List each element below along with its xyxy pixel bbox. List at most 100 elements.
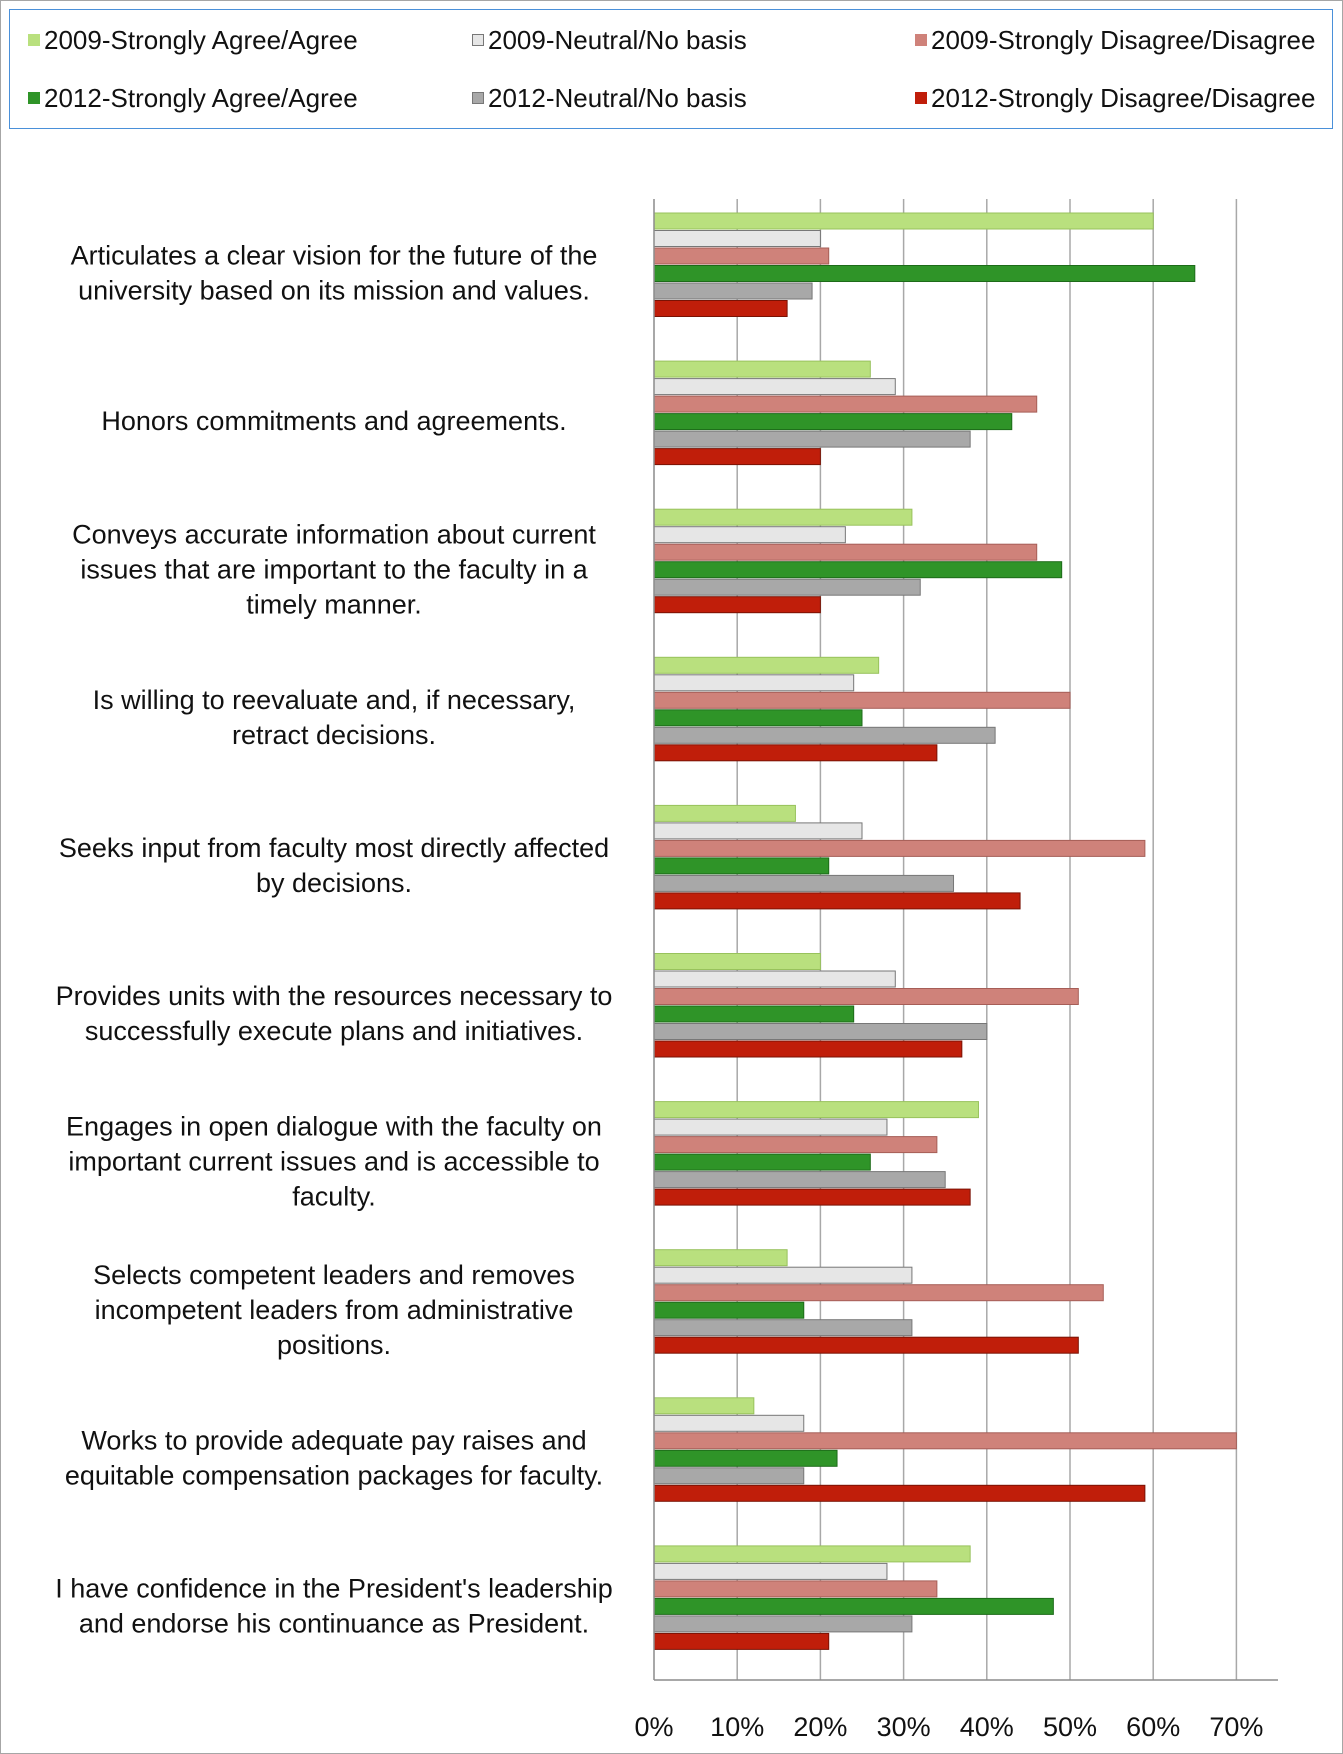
bar-2009-strongly-agree-agree-cat5 bbox=[653, 804, 796, 822]
bar-2009-strongly-disagree-disagree-cat6 bbox=[653, 988, 1079, 1005]
x-tick-label: 30% bbox=[877, 1712, 931, 1742]
bar-2009-neutral-no-basis-cat4 bbox=[653, 674, 855, 692]
plot-area bbox=[653, 199, 1238, 1680]
category-label-line: incompetent leaders from administrative bbox=[95, 1295, 574, 1325]
category-label: Conveys accurate information about curre… bbox=[72, 519, 596, 619]
bar-2009-strongly-disagree-disagree-cat8 bbox=[653, 1284, 1104, 1302]
legend-item-2009-strongly-disagree-disagree: 2009-Strongly Disagree/Disagree bbox=[915, 25, 1315, 55]
category-label-line: and endorse his continuance as President… bbox=[79, 1608, 589, 1638]
category-label: Honors commitments and agreements. bbox=[101, 406, 566, 436]
bar-2012-strongly-agree-agree-cat7 bbox=[653, 1153, 871, 1171]
category-label-line: by decisions. bbox=[256, 868, 412, 898]
category-label-line: faculty. bbox=[292, 1182, 376, 1212]
bar-2012-neutral-no-basis-cat7 bbox=[653, 1171, 946, 1189]
bar-2012-neutral-no-basis-cat10 bbox=[653, 1615, 913, 1633]
bar-2012-strongly-disagree-disagree-cat4 bbox=[653, 744, 938, 762]
bar-2012-strongly-agree-agree-cat4 bbox=[653, 709, 863, 727]
bar-2009-strongly-agree-agree-cat6 bbox=[653, 953, 821, 970]
legend-label: 2012-Strongly Disagree/Disagree bbox=[931, 82, 1316, 113]
category-label-line: Honors commitments and agreements. bbox=[101, 406, 566, 436]
bar-2012-strongly-disagree-disagree-cat3 bbox=[653, 596, 821, 614]
bar-2012-strongly-disagree-disagree-cat8 bbox=[653, 1336, 1079, 1354]
legend-label: 2012-Strongly Agree/Agree bbox=[44, 82, 358, 113]
bar-2009-neutral-no-basis-cat5 bbox=[653, 822, 863, 840]
legend-label: 2009-Strongly Agree/Agree bbox=[44, 24, 358, 55]
bars bbox=[653, 212, 1237, 1650]
bar-2009-strongly-disagree-disagree-cat3 bbox=[653, 543, 1038, 561]
legend-item-2009-neutral-no-basis: 2009-Neutral/No basis bbox=[472, 25, 747, 55]
bar-2009-neutral-no-basis-cat1 bbox=[653, 230, 821, 247]
bar-2012-strongly-agree-agree-cat1 bbox=[653, 265, 1196, 282]
bar-2012-neutral-no-basis-cat2 bbox=[653, 430, 971, 448]
x-tick-label: 50% bbox=[1043, 1712, 1097, 1742]
legend: 2009-Strongly Agree/Agree 2009-Neutral/No… bbox=[9, 9, 1333, 129]
category-label: Is willing to reevaluate and, if necessa… bbox=[93, 685, 576, 750]
x-tick-label: 60% bbox=[1126, 1712, 1180, 1742]
legend-swatch bbox=[472, 34, 484, 46]
bar-2009-strongly-disagree-disagree-cat2 bbox=[653, 395, 1038, 413]
bar-2012-strongly-disagree-disagree-cat1 bbox=[653, 300, 788, 317]
category-label-line: university based on its mission and valu… bbox=[78, 276, 590, 306]
bar-2012-neutral-no-basis-cat4 bbox=[653, 726, 996, 744]
bar-2009-strongly-disagree-disagree-cat10 bbox=[653, 1580, 938, 1598]
bar-2012-strongly-agree-agree-cat2 bbox=[653, 413, 1013, 431]
bar-2009-strongly-agree-agree-cat3 bbox=[653, 508, 913, 526]
bar-2012-neutral-no-basis-cat9 bbox=[653, 1467, 805, 1485]
bar-2009-strongly-disagree-disagree-cat7 bbox=[653, 1136, 938, 1154]
category-label-line: I have confidence in the President's lea… bbox=[55, 1573, 613, 1603]
bar-2012-strongly-agree-agree-cat8 bbox=[653, 1301, 805, 1319]
legend-swatch bbox=[472, 92, 484, 104]
category-label-line: Seeks input from faculty most directly a… bbox=[59, 833, 609, 863]
bar-2012-strongly-disagree-disagree-cat5 bbox=[653, 892, 1021, 910]
bar-2009-neutral-no-basis-cat2 bbox=[653, 378, 896, 396]
x-tick-label: 40% bbox=[960, 1712, 1014, 1742]
bar-2012-strongly-agree-agree-cat5 bbox=[653, 857, 830, 875]
category-label: Articulates a clear vision for the futur… bbox=[71, 241, 598, 306]
category-label-line: Works to provide adequate pay raises and bbox=[81, 1425, 586, 1455]
category-label: Provides units with the resources necess… bbox=[56, 981, 613, 1046]
bar-2009-strongly-agree-agree-cat9 bbox=[653, 1397, 755, 1415]
legend-label: 2009-Strongly Disagree/Disagree bbox=[931, 24, 1316, 55]
category-label: Seeks input from faculty most directly a… bbox=[59, 833, 609, 898]
bar-2012-strongly-agree-agree-cat9 bbox=[653, 1449, 838, 1467]
category-label-line: equitable compensation packages for facu… bbox=[65, 1460, 603, 1490]
category-label: Engages in open dialogue with the facult… bbox=[66, 1112, 602, 1212]
legend-label: 2012-Neutral/No basis bbox=[488, 82, 747, 113]
category-label-line: Articulates a clear vision for the futur… bbox=[71, 241, 598, 271]
category-label: Works to provide adequate pay raises and… bbox=[65, 1425, 603, 1490]
bar-2012-strongly-disagree-disagree-cat6 bbox=[653, 1040, 963, 1058]
legend-item-2009-strongly-agree-agree: 2009-Strongly Agree/Agree bbox=[28, 25, 358, 55]
category-label-line: successfully execute plans and initiativ… bbox=[85, 1016, 583, 1046]
x-tick-label: 70% bbox=[1209, 1712, 1263, 1742]
category-label-line: issues that are important to the faculty… bbox=[80, 554, 588, 584]
bar-2012-neutral-no-basis-cat3 bbox=[653, 578, 921, 596]
bar-2009-strongly-agree-agree-cat7 bbox=[653, 1101, 979, 1119]
legend-item-2012-strongly-agree-agree: 2012-Strongly Agree/Agree bbox=[28, 83, 358, 113]
legend-swatch bbox=[915, 34, 927, 46]
category-label-line: Engages in open dialogue with the facult… bbox=[66, 1112, 602, 1142]
category-label-line: Conveys accurate information about curre… bbox=[72, 519, 596, 549]
legend-swatch bbox=[28, 92, 40, 104]
category-label-line: timely manner. bbox=[246, 589, 422, 619]
bar-2009-strongly-agree-agree-cat2 bbox=[653, 360, 871, 378]
bar-2012-strongly-agree-agree-cat3 bbox=[653, 561, 1063, 579]
x-tick-label: 20% bbox=[793, 1712, 847, 1742]
category-label: I have confidence in the President's lea… bbox=[55, 1573, 613, 1638]
bar-2012-strongly-disagree-disagree-cat10 bbox=[653, 1632, 830, 1650]
legend-swatch bbox=[28, 34, 40, 46]
bar-2009-strongly-agree-agree-cat10 bbox=[653, 1545, 971, 1563]
category-label-line: important current issues and is accessib… bbox=[68, 1147, 599, 1177]
legend-item-2012-strongly-disagree-disagree: 2012-Strongly Disagree/Disagree bbox=[915, 83, 1315, 113]
x-tick-label: 0% bbox=[634, 1712, 673, 1742]
bar-2009-strongly-disagree-disagree-cat9 bbox=[653, 1432, 1237, 1450]
category-label-line: positions. bbox=[277, 1330, 391, 1360]
bar-2012-neutral-no-basis-cat5 bbox=[653, 874, 955, 892]
x-tick-label: 10% bbox=[710, 1712, 764, 1742]
bar-2009-strongly-agree-agree-cat1 bbox=[653, 212, 1154, 230]
bar-2009-neutral-no-basis-cat10 bbox=[653, 1562, 888, 1580]
legend-label: 2009-Neutral/No basis bbox=[488, 24, 747, 55]
bar-2009-strongly-agree-agree-cat4 bbox=[653, 656, 880, 674]
category-label-line: Selects competent leaders and removes bbox=[93, 1260, 575, 1290]
bar-2009-strongly-disagree-disagree-cat1 bbox=[653, 247, 830, 265]
